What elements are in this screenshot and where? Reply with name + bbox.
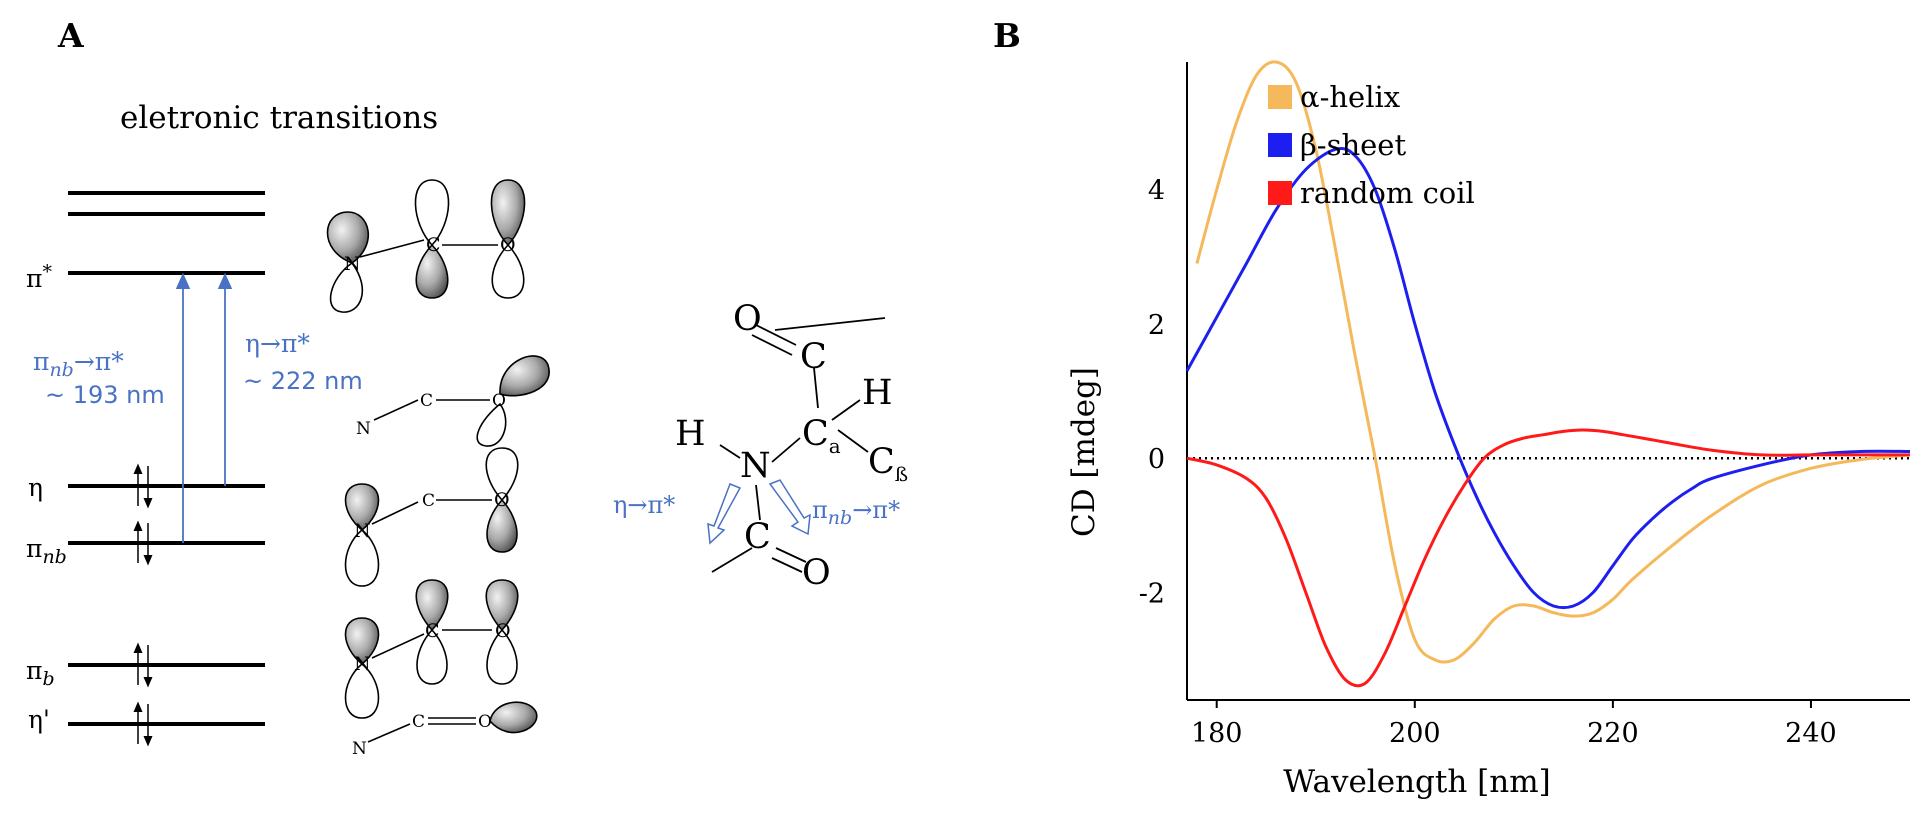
- x-axis-label: Wavelength [nm]: [1283, 764, 1550, 800]
- legend-swatch-2: [1268, 133, 1292, 157]
- orbital-atom-o: O: [494, 489, 510, 511]
- series-line-2: [1185, 146, 1911, 610]
- legend-label-1: α-helix: [1300, 80, 1400, 114]
- peptide-structure: O C H H N Ca Cß C O η→π* πnb→π*: [613, 299, 908, 593]
- level-label-pi-b: πb: [26, 656, 55, 690]
- electron-pair-eta: [133, 463, 153, 509]
- atom-c-bottom: C: [744, 517, 771, 557]
- level-label-pi-nb: πnb: [26, 534, 67, 568]
- transition-wavelength-193: ~ 193 nm: [45, 381, 165, 409]
- orbital-atom-c: C: [426, 234, 441, 256]
- legend: α-helix β-sheet random coil: [1268, 80, 1475, 210]
- panel-b-label: B: [993, 16, 1021, 55]
- level-label-eta-prime: η': [28, 705, 50, 734]
- orbital-atom-n: N: [352, 739, 367, 759]
- y-axis-label: CD [mdeg]: [1066, 367, 1102, 537]
- x-tick-label: 240: [1785, 718, 1837, 749]
- panel-a-label: A: [57, 16, 84, 55]
- x-tick-label: 220: [1587, 718, 1639, 749]
- x-tick-label: 200: [1389, 718, 1441, 749]
- orbital-eta-rotated: N C O: [356, 355, 550, 447]
- diagram-title: eletronic transitions: [120, 100, 438, 136]
- atom-h-left: H: [675, 414, 706, 454]
- electron-pair-eta-prime: [133, 701, 153, 747]
- y-tick-label: -2: [1139, 579, 1165, 610]
- y-tick-label: 0: [1148, 444, 1165, 475]
- orbital-pi-star: N C O: [326, 179, 526, 313]
- atom-c-beta: Cß: [868, 442, 908, 486]
- electron-pair-pi-nb: [133, 520, 153, 566]
- plot-area: 180 200 220 240 4 2 0 -2: [1139, 60, 1911, 749]
- atom-o-top: O: [733, 299, 762, 339]
- y-tick-label: 4: [1148, 176, 1165, 207]
- orbital-eta-prime: N C O: [352, 701, 538, 759]
- y-tick-label: 2: [1148, 310, 1165, 341]
- orbital-atom-o: O: [478, 712, 492, 732]
- orbital-atom-n: N: [344, 253, 361, 275]
- electron-pair-pi-b: [133, 642, 153, 688]
- orbital-atom-n: N: [356, 419, 371, 439]
- transition-label-193: πnb→π*: [33, 347, 124, 381]
- energy-levels: [68, 191, 265, 726]
- orbital-atom-c: C: [420, 391, 433, 411]
- series-line-3: [1186, 428, 1910, 688]
- orbital-pi-b: N C O: [344, 579, 519, 719]
- atom-n: N: [740, 446, 771, 486]
- orbital-atom-o: O: [500, 234, 516, 256]
- hollow-arrow-right: [768, 479, 811, 536]
- orbital-atom-c: C: [422, 491, 435, 511]
- orbital-atom-n: N: [354, 520, 371, 542]
- atom-c-top: C: [800, 337, 827, 377]
- level-label-eta: η: [28, 473, 43, 502]
- atom-c-alpha: Ca: [802, 414, 841, 458]
- orbital-atom-o: O: [492, 391, 506, 411]
- legend-label-3: random coil: [1300, 176, 1475, 210]
- molecule-label-pi-nb: πnb→π*: [812, 496, 900, 529]
- orbital-atom-o: O: [495, 620, 511, 642]
- hollow-arrow-left: [707, 483, 742, 545]
- orbital-atom-c: C: [425, 620, 440, 642]
- transition-wavelength-222: ~ 222 nm: [243, 367, 363, 395]
- series-line-1: [1195, 60, 1911, 664]
- atom-h-right: H: [862, 373, 893, 413]
- transition-label-222: η→π*: [245, 329, 310, 358]
- orbital-atom-n: N: [354, 653, 371, 675]
- legend-label-2: β-sheet: [1300, 128, 1406, 162]
- molecule-label-eta: η→π*: [613, 491, 675, 519]
- electron-pairs: [133, 463, 153, 747]
- panel-b-cd-chart: B 180 200 220 240 4 2 0 -2 Wavelength [nm] CD […: [993, 16, 1911, 800]
- legend-swatch-1: [1268, 85, 1292, 109]
- level-label-pi-star: π*: [26, 261, 52, 293]
- orbital-diagrams: N C O N C O N: [326, 179, 550, 759]
- orbital-eta: N C O: [344, 447, 519, 587]
- orbital-atom-c: C: [412, 712, 425, 732]
- atom-o-bottom: O: [802, 553, 831, 593]
- legend-swatch-3: [1268, 181, 1292, 205]
- x-tick-label: 180: [1191, 718, 1243, 749]
- panel-a-energy-diagram: A eletronic transitions π* η πnb πb η': [26, 16, 908, 759]
